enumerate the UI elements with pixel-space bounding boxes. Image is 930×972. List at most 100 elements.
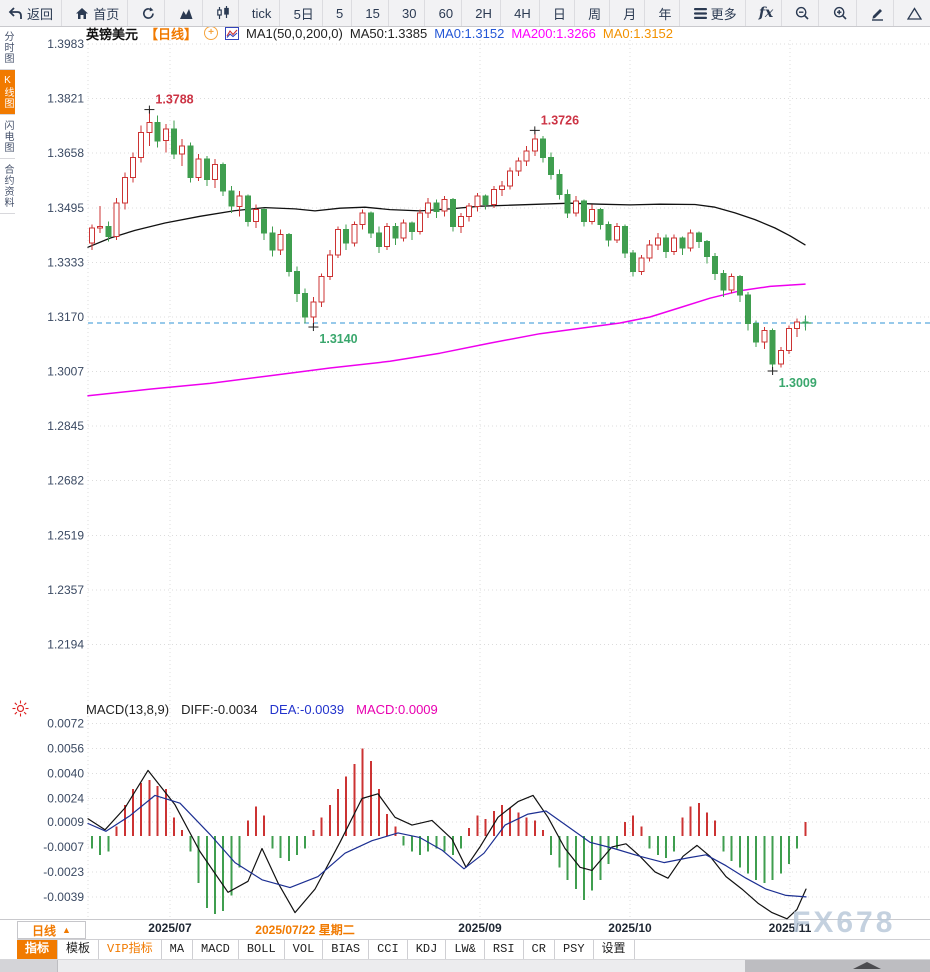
x-label-selected-date: 2025/07/22 星期二 bbox=[255, 923, 355, 937]
zoom-out-button[interactable] bbox=[787, 0, 820, 26]
interval-day-button[interactable]: 日 bbox=[545, 0, 575, 26]
interval-label: 年 bbox=[658, 6, 672, 22]
home-icon bbox=[76, 7, 89, 19]
indicator-tab-bar: 指标 模板 VIP指标 MA MACD BOLL VOL BIAS CCI KD… bbox=[17, 939, 930, 960]
interval-month-button[interactable]: 月 bbox=[615, 0, 646, 26]
period-selector[interactable]: 日线 ▲ bbox=[17, 921, 86, 939]
interval-2h-button[interactable]: 2H bbox=[467, 0, 501, 26]
axis-tick-labels: 1.3983 1.3821 1.3658 1.3495 1.3333 1.3170 1.30… bbox=[43, 37, 84, 904]
tab-boll[interactable]: BOLL bbox=[239, 940, 285, 959]
macd-header: MACD(13,8,9) DIFF:-0.0034 DEA:-0.0039 MA… bbox=[86, 702, 438, 717]
interval-label: 5日 bbox=[293, 6, 314, 22]
tab-settings[interactable]: 设置 bbox=[594, 940, 635, 959]
svg-text:0.0009: 0.0009 bbox=[47, 815, 84, 829]
candlestick-icon bbox=[216, 6, 229, 19]
scrollbar-corner bbox=[0, 960, 58, 972]
tab-vip-indicator[interactable]: VIP指标 bbox=[99, 940, 162, 959]
macd-diff-value: DIFF:-0.0034 bbox=[181, 702, 258, 717]
interval-15-button[interactable]: 15 bbox=[357, 0, 389, 26]
interval-5d-button[interactable]: 5日 bbox=[286, 0, 323, 26]
tab-ma[interactable]: MA bbox=[162, 940, 194, 959]
candle-chart-button[interactable] bbox=[208, 0, 239, 26]
interval-5-button[interactable]: 5 bbox=[328, 0, 353, 26]
period-tag: 【日线】 bbox=[145, 26, 198, 42]
interval-tick-button[interactable]: tick bbox=[244, 0, 281, 26]
interval-4h-button[interactable]: 4H bbox=[506, 0, 540, 26]
interval-week-button[interactable]: 周 bbox=[580, 0, 611, 26]
shapes-button[interactable] bbox=[899, 0, 930, 26]
mountain-chart-icon bbox=[179, 8, 193, 19]
tab-lw[interactable]: LW& bbox=[446, 940, 485, 959]
macd-dea-line bbox=[87, 794, 807, 898]
more-button[interactable]: 更多 bbox=[686, 0, 746, 26]
price-annotations: 1.3788 1.3726 1.3140 1.3009 bbox=[144, 93, 817, 390]
back-icon bbox=[8, 6, 22, 19]
svg-text:1.2194: 1.2194 bbox=[47, 637, 84, 651]
ma200-value: MA200:1.3266 bbox=[511, 25, 596, 41]
top-toolbar: 返回 首页 tick 5日 5 15 30 60 2H 4H 日 周 月 年 更… bbox=[0, 0, 930, 27]
svg-text:-0.0023: -0.0023 bbox=[43, 865, 84, 879]
tab-template[interactable]: 模板 bbox=[58, 940, 100, 959]
macd-dea-value: DEA:-0.0039 bbox=[269, 702, 345, 717]
interval-label: 月 bbox=[623, 6, 637, 22]
sidebar-tab-contract-info[interactable]: 合约资料 bbox=[0, 159, 15, 214]
zoom-in-button[interactable] bbox=[825, 0, 857, 26]
indicator-sun-icon[interactable] bbox=[12, 700, 29, 717]
tab-indicator[interactable]: 指标 bbox=[17, 940, 59, 959]
interval-label: 周 bbox=[588, 6, 602, 22]
svg-text:1.3007: 1.3007 bbox=[47, 365, 84, 379]
draw-button[interactable] bbox=[862, 0, 894, 26]
svg-text:1.2845: 1.2845 bbox=[47, 419, 84, 433]
tab-psy[interactable]: PSY bbox=[555, 940, 594, 959]
svg-text:1.3009: 1.3009 bbox=[779, 376, 817, 390]
tab-kdj[interactable]: KDJ bbox=[408, 940, 447, 959]
watermark: FX678 bbox=[792, 906, 896, 939]
home-button[interactable]: 首页 bbox=[67, 0, 129, 26]
svg-text:1.3495: 1.3495 bbox=[47, 201, 84, 215]
line-chart-button[interactable] bbox=[171, 0, 203, 26]
svg-text:1.3983: 1.3983 bbox=[47, 37, 84, 51]
sidebar-tab-kline-chart[interactable]: K线图 bbox=[0, 70, 15, 115]
refresh-button[interactable] bbox=[133, 0, 166, 26]
svg-text:1.2519: 1.2519 bbox=[47, 528, 84, 542]
tab-rsi[interactable]: RSI bbox=[485, 940, 524, 959]
period-label: 日线 bbox=[32, 923, 57, 938]
ma50-line bbox=[87, 202, 806, 248]
interval-30-button[interactable]: 30 bbox=[394, 0, 426, 26]
grid-lines bbox=[0, 40, 930, 920]
horizontal-scrollbar[interactable] bbox=[0, 959, 930, 972]
svg-text:1.3726: 1.3726 bbox=[541, 113, 579, 127]
tab-cci[interactable]: CCI bbox=[369, 940, 408, 959]
sidebar-tab-time-chart[interactable]: 分时图 bbox=[0, 26, 15, 70]
refresh-icon bbox=[143, 6, 155, 19]
interval-60-button[interactable]: 60 bbox=[431, 0, 463, 26]
x-label-nov: 2025/11 bbox=[768, 921, 812, 935]
add-compare-icon[interactable]: + bbox=[204, 26, 219, 40]
interval-label: tick bbox=[251, 5, 272, 21]
svg-text:1.3788: 1.3788 bbox=[155, 93, 193, 107]
x-label-oct: 2025/10 bbox=[608, 921, 652, 935]
back-button[interactable]: 返回 bbox=[0, 0, 63, 26]
tab-vol[interactable]: VOL bbox=[285, 940, 324, 959]
macd-histogram bbox=[91, 748, 807, 915]
indicator-fx-button[interactable]: fx bbox=[751, 0, 783, 26]
interval-label: 5 bbox=[335, 5, 344, 21]
tab-bias[interactable]: BIAS bbox=[323, 940, 370, 959]
tab-macd[interactable]: MACD bbox=[193, 940, 239, 959]
home-label: 首页 bbox=[93, 6, 120, 22]
x-label-jul: 2025/07 bbox=[148, 921, 192, 935]
interval-label: 15 bbox=[365, 5, 380, 21]
interval-year-button[interactable]: 年 bbox=[650, 0, 681, 26]
macd-settings-label: MACD(13,8,9) bbox=[86, 702, 170, 717]
svg-text:-0.0039: -0.0039 bbox=[43, 890, 84, 904]
symbol-name: 英镑美元 bbox=[86, 26, 139, 42]
fx-icon: fx bbox=[758, 5, 774, 21]
sidebar-tab-lightning-chart[interactable]: 闪电图 bbox=[0, 115, 15, 159]
pencil-icon bbox=[871, 8, 883, 21]
scrollbar-thumb[interactable] bbox=[745, 960, 930, 972]
tab-cr[interactable]: CR bbox=[524, 940, 555, 959]
svg-text:1.3140: 1.3140 bbox=[319, 332, 357, 346]
interval-label: 60 bbox=[438, 5, 454, 21]
expand-up-icon[interactable] bbox=[853, 962, 881, 969]
